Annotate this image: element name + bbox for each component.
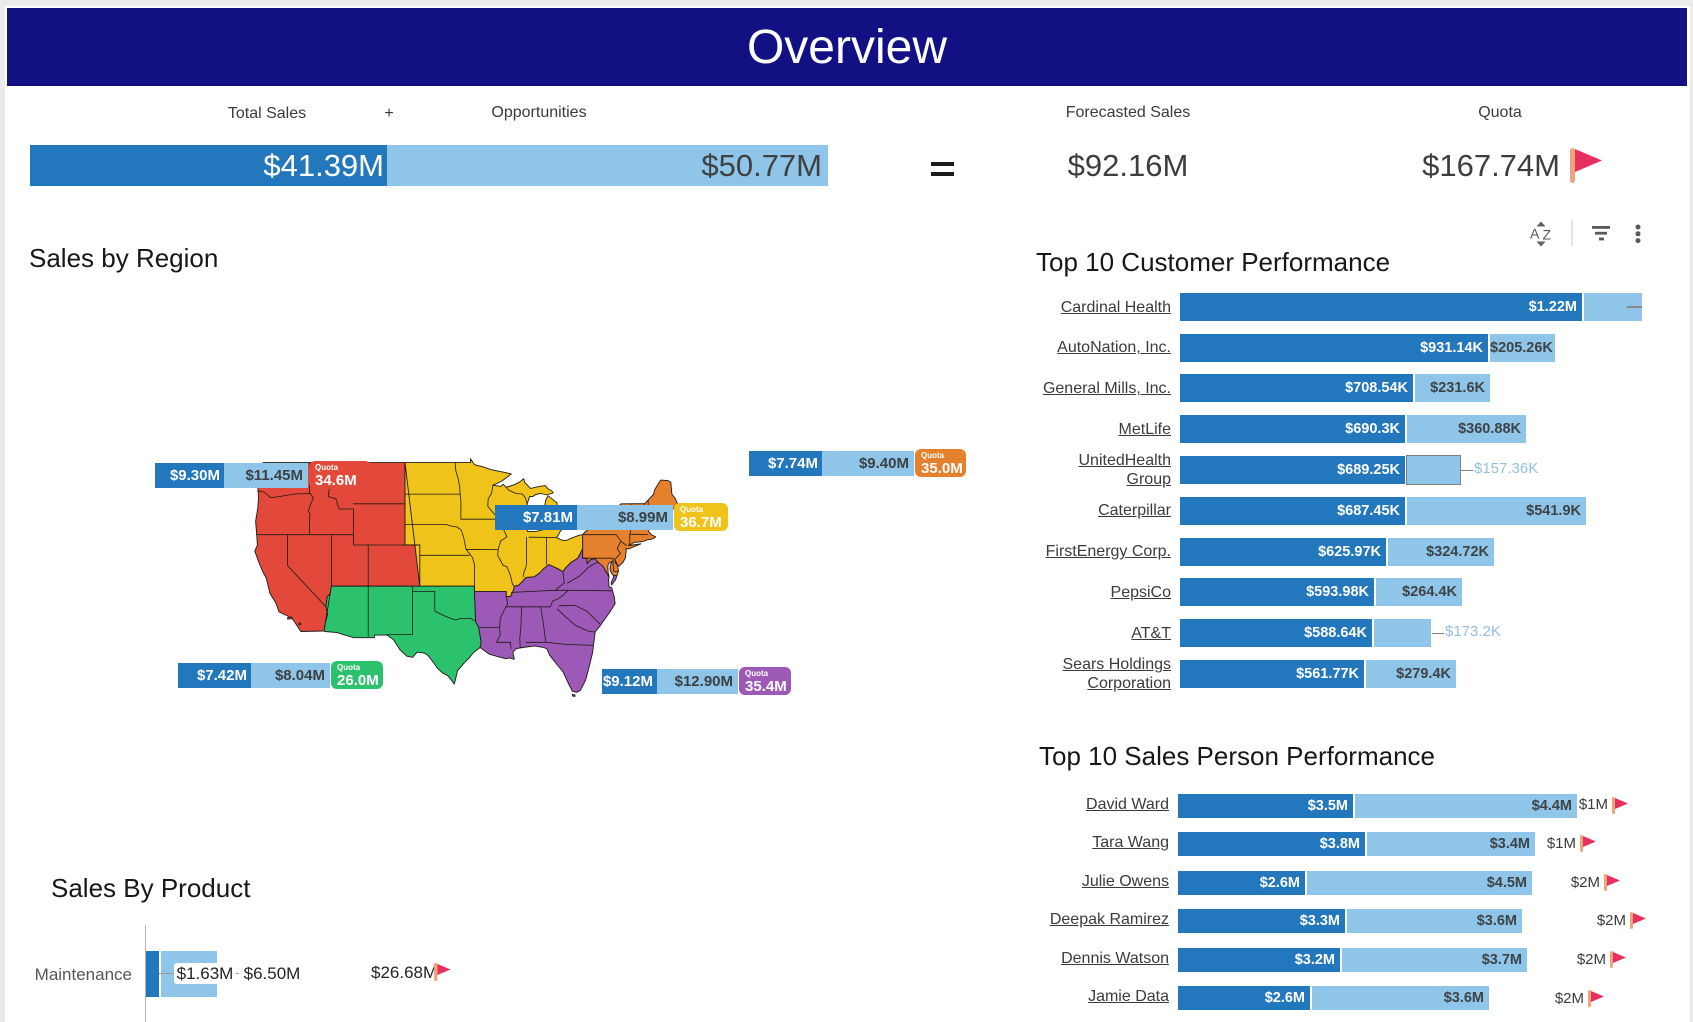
svg-text:A: A bbox=[1530, 226, 1540, 242]
svg-text:Z: Z bbox=[1543, 227, 1552, 243]
